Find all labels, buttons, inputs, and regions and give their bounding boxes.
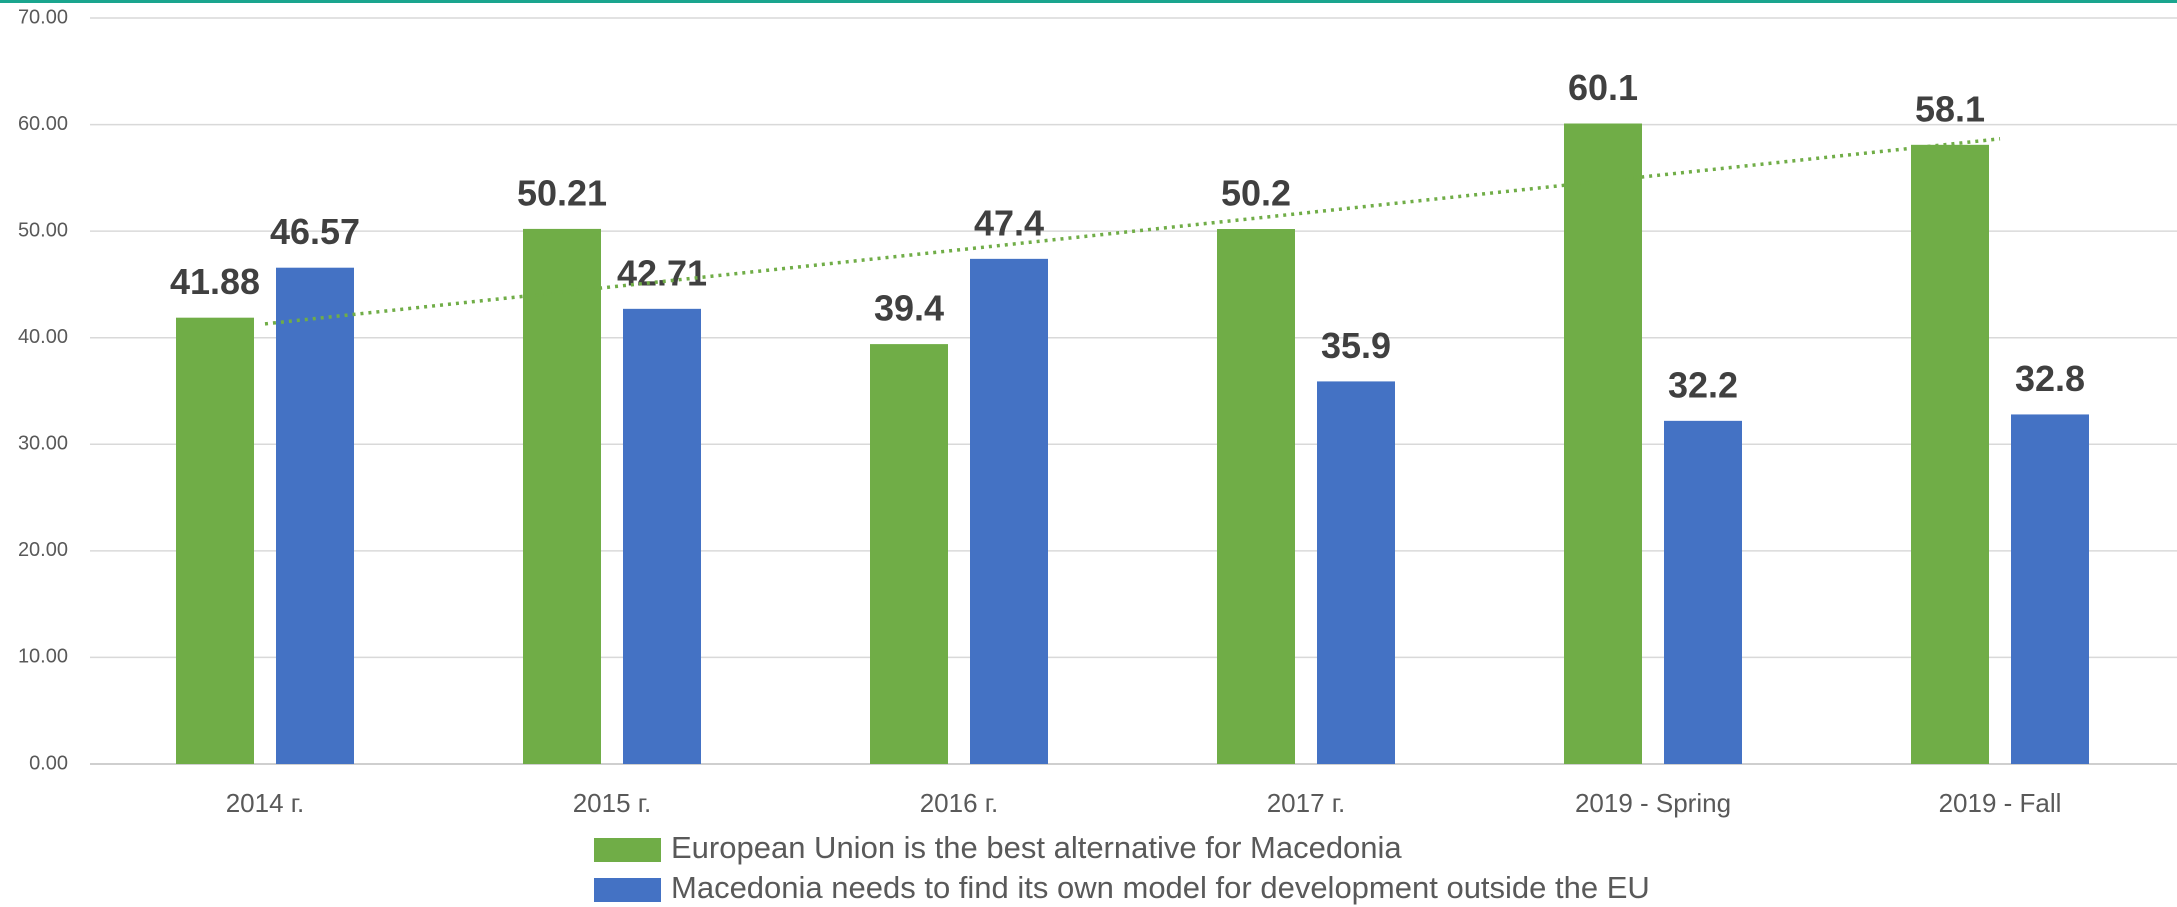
y-tick-label: 10.00 [18,646,68,668]
data-label: 32.2 [1668,364,1738,405]
legend-label: Macedonia needs to find its own model fo… [671,870,1650,905]
y-tick-label: 40.00 [18,326,68,348]
data-label: 50.2 [1221,173,1291,214]
bar [1664,420,1742,764]
y-tick-label: 70.00 [18,6,68,28]
data-label: 35.9 [1321,325,1391,366]
bar [523,228,601,765]
data-label: 50.21 [517,172,607,213]
data-label: 42.71 [617,252,707,293]
data-label: 39.4 [874,288,944,329]
x-tick-label: 2016 г. [920,788,999,818]
x-tick-label: 2017 г. [1267,788,1346,818]
bar [970,258,1048,764]
bar [870,344,948,764]
bar [1317,381,1395,764]
top-border [0,0,2177,3]
data-label: 60.1 [1568,67,1638,108]
bar [1911,144,1989,764]
x-tick-label: 2015 г. [573,788,652,818]
bar [1564,123,1642,764]
y-tick-label: 20.00 [18,539,68,561]
bar [176,317,254,764]
legend-swatch [594,878,661,902]
y-tick-label: 60.00 [18,113,68,135]
bar [1217,229,1295,765]
trendline [264,137,2001,326]
x-tick-label: 2019 - Fall [1939,788,2062,818]
data-label: 46.57 [270,211,360,252]
data-label: 41.88 [170,261,260,302]
legend-swatch [594,838,661,862]
y-tick-label: 0.00 [29,752,68,774]
y-tick-label: 50.00 [18,219,68,241]
x-tick-label: 2014 г. [226,788,305,818]
bar [2011,414,2089,764]
y-tick-label: 30.00 [18,433,68,455]
data-label: 58.1 [1915,88,1985,129]
bar [623,308,701,764]
x-tick-label: 2019 - Spring [1575,788,1731,818]
data-label: 32.8 [2015,358,2085,399]
bar [276,267,354,764]
data-label: 47.4 [974,202,1044,243]
legend-label: European Union is the best alternative f… [671,830,1402,865]
